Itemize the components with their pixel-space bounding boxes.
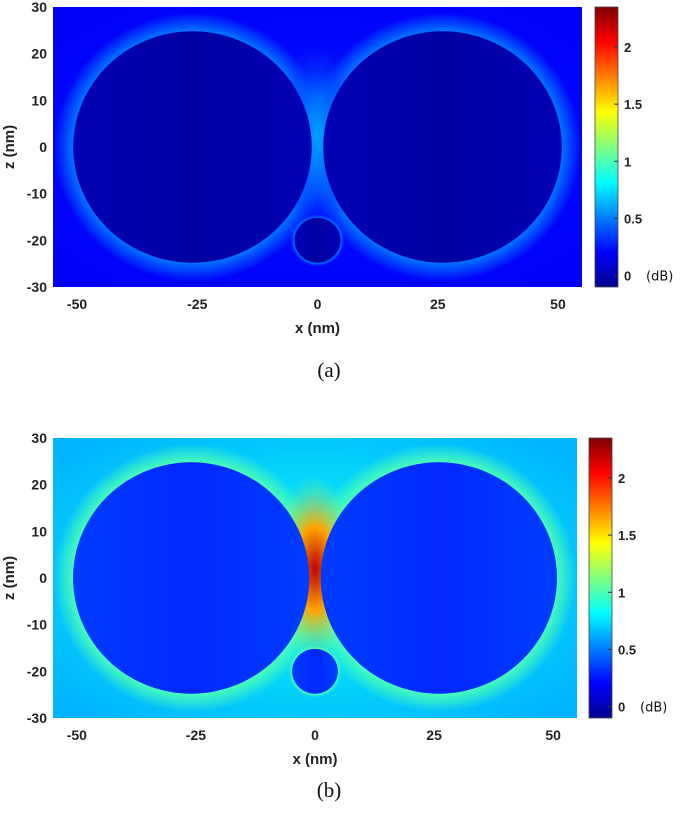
sphere-large [323,31,562,263]
colorbar-tick-label: 0.5 [624,211,642,226]
x-tick-label: -50 [67,296,87,312]
y-tick-label: 10 [31,92,47,108]
x-tick-label: 50 [545,727,561,743]
colorbar-tick-label: 1 [624,154,631,169]
y-tick-label: -10 [27,617,47,633]
x-tick-label: 50 [550,296,566,312]
x-tick-label: 0 [314,296,322,312]
x-axis-label: x (nm) [293,751,338,768]
y-tick-label: 30 [31,0,47,15]
y-axis-label: z (nm) [1,556,18,600]
sphere-large [73,31,312,263]
sphere-large [320,462,557,694]
colorbar [594,6,619,288]
colorbar-tick-label: 0 [618,700,625,715]
x-tick-label: -50 [67,727,87,743]
panel-b: -50 -25 0 25 50 30 20 10 0 -10 -20 -30 x (nm) z (nm) 2… [0,426,685,814]
colorbar-tick-label: 1.5 [624,97,642,112]
colorbar-unit-label: (dB) [646,270,673,285]
panel-label-b: (b) [316,778,342,802]
y-tick-label: -20 [27,663,47,679]
colorbar-tick-label: 2 [618,471,625,486]
y-tick-label: 10 [31,523,47,539]
x-tick-label: 25 [430,296,446,312]
colorbar-tick-label: 0.5 [618,642,636,657]
y-tick-label: -30 [27,279,47,295]
colorbar-tick-label: 1 [618,585,625,600]
panel-label-a: (a) [317,358,341,382]
heatmap-field [53,438,577,718]
x-tick-label: 0 [311,727,319,743]
colorbar-tick-label: 2 [624,40,631,55]
colorbar-tick-label: 0 [624,269,631,284]
x-tick-label: -25 [187,296,207,312]
sphere-small [292,648,338,694]
sphere-small [294,217,341,263]
y-tick-label: 20 [31,46,47,62]
x-tick-label: -25 [186,727,206,743]
y-axis-label: z (nm) [1,125,18,169]
panel-a: -50 -25 0 25 50 30 20 10 0 -10 -20 -30 x (nm) z (nm) 2… [0,0,685,400]
colorbar [588,437,613,719]
y-tick-label: -20 [27,232,47,248]
y-tick-label: 20 [31,477,47,493]
x-axis-label: x (nm) [295,320,340,337]
colorbar-tick-label: 1.5 [618,528,636,543]
y-tick-label: 30 [31,430,47,446]
y-tick-label: 0 [39,570,47,586]
sphere-large [73,462,310,694]
x-tick-label: 25 [426,727,442,743]
heatmap-field [53,7,582,287]
colorbar-unit-label: (dB) [640,701,667,716]
y-tick-label: 0 [39,139,47,155]
y-tick-label: -30 [27,710,47,726]
y-tick-label: -10 [27,186,47,202]
